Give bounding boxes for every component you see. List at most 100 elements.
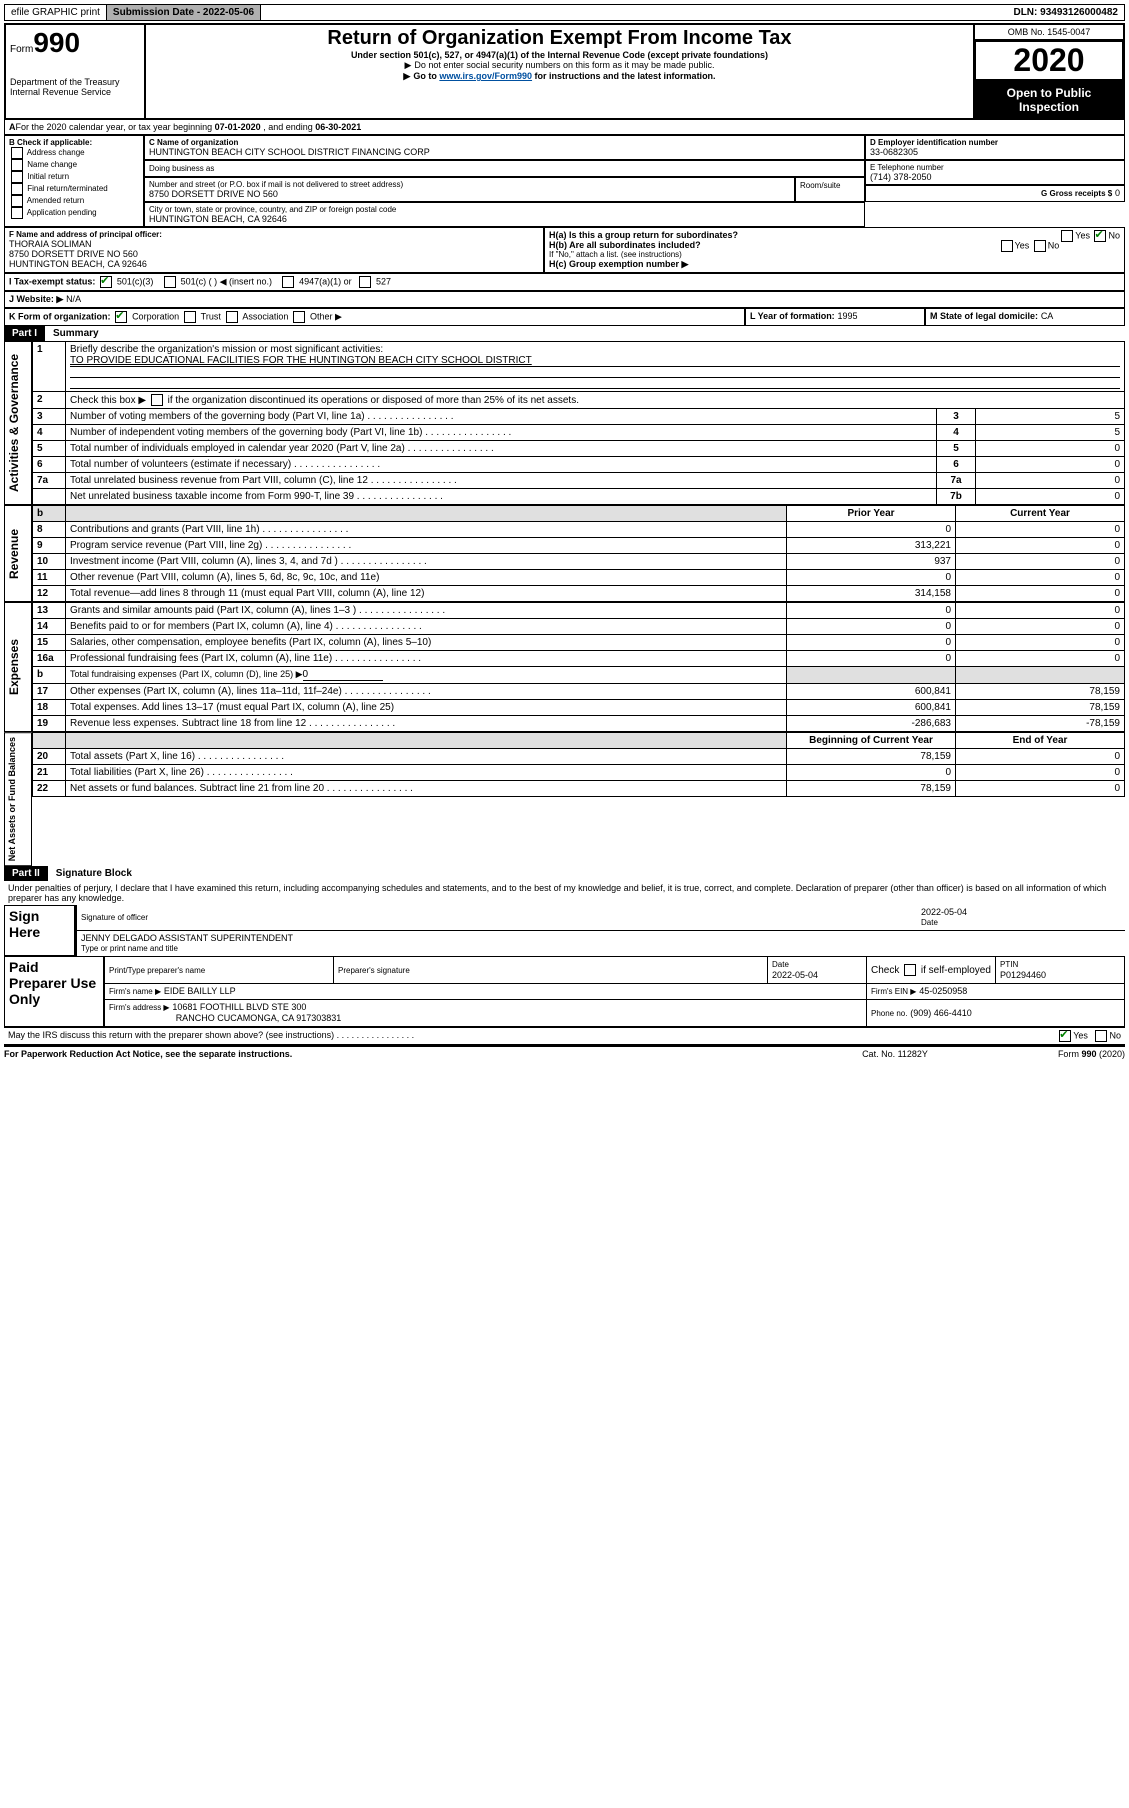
- note-goto-pre: Go to: [413, 71, 439, 81]
- check-discontinued[interactable]: [151, 394, 163, 406]
- firm-name: EIDE BAILLY LLP: [164, 986, 236, 996]
- part2-header: Part II Signature Block: [4, 866, 1125, 881]
- table-row: Net unrelated business taxable income fr…: [33, 489, 1125, 505]
- org-address: 8750 DORSETT DRIVE NO 560: [149, 189, 790, 199]
- check-address-change[interactable]: [11, 147, 23, 159]
- boxC-label: C Name of organization: [149, 138, 860, 147]
- table-row: 6Total number of volunteers (estimate if…: [33, 457, 1125, 473]
- date-label: Date: [921, 918, 938, 927]
- paid-preparer-block: Paid Preparer Use Only Print/Type prepar…: [4, 956, 1125, 1027]
- sign-here-block: Sign Here Signature of officer 2022-05-0…: [4, 905, 1125, 956]
- ein: 33-0682305: [870, 147, 1120, 157]
- declaration: Under penalties of perjury, I declare th…: [4, 881, 1125, 905]
- table-row: 7aTotal unrelated business revenue from …: [33, 473, 1125, 489]
- officer-name: THORAIA SOLIMAN: [9, 239, 539, 249]
- firm-phone: (909) 466-4410: [910, 1008, 972, 1018]
- boxL-label: L Year of formation:: [750, 311, 835, 321]
- hb-yes[interactable]: [1001, 240, 1013, 252]
- ha-no[interactable]: [1094, 230, 1106, 242]
- hdr-prior: Prior Year: [787, 506, 956, 522]
- year-formation: 1995: [837, 311, 857, 321]
- table-row: 5Total number of individuals employed in…: [33, 441, 1125, 457]
- period-pre: For the 2020 calendar year, or tax year …: [16, 122, 215, 132]
- hdr-beg: Beginning of Current Year: [787, 733, 956, 749]
- fundraising-total: 0: [303, 669, 383, 681]
- addr-label: Number and street (or P.O. box if mail i…: [149, 180, 790, 189]
- check-initial-return[interactable]: [11, 171, 23, 183]
- form-prefix: Form: [10, 44, 33, 55]
- dept-label: Department of the Treasury Internal Reve…: [10, 77, 140, 97]
- table-row: 4Number of independent voting members of…: [33, 425, 1125, 441]
- table-row: bTotal fundraising expenses (Part IX, co…: [33, 667, 1125, 684]
- boxI-label: I Tax-exempt status:: [9, 277, 95, 287]
- vlabel-expenses: Expenses: [4, 602, 32, 732]
- table-row: 21Total liabilities (Part X, line 26)00: [33, 765, 1125, 781]
- check-name-change[interactable]: [11, 159, 23, 171]
- hb-no[interactable]: [1034, 240, 1046, 252]
- paid-preparer-label: Paid Preparer Use Only: [4, 956, 104, 1027]
- self-emp-label: Check if self-employed: [871, 965, 991, 976]
- website: N/A: [66, 294, 81, 304]
- check-other[interactable]: [293, 311, 305, 323]
- ij-block: I Tax-exempt status: 501(c)(3) 501(c) ( …: [4, 273, 1125, 291]
- firm-ein-label: Firm's EIN ▶: [871, 987, 916, 996]
- table-row: 12Total revenue—add lines 8 through 11 (…: [33, 586, 1125, 602]
- table-row: 9Program service revenue (Part VIII, lin…: [33, 538, 1125, 554]
- boxE-label: E Telephone number: [870, 163, 1120, 172]
- discuss-label: May the IRS discuss this return with the…: [8, 1030, 414, 1040]
- org-city: HUNTINGTON BEACH, CA 92646: [149, 214, 860, 224]
- q1: Briefly describe the organization's miss…: [70, 344, 383, 355]
- check-501c[interactable]: [164, 276, 176, 288]
- check-assoc[interactable]: [226, 311, 238, 323]
- officer-typed: JENNY DELGADO ASSISTANT SUPERINTENDENT: [81, 933, 1121, 943]
- form-subtitle: Under section 501(c), 527, or 4947(a)(1)…: [150, 50, 969, 60]
- hb-label: H(b) Are all subordinates included?: [549, 240, 701, 250]
- check-amended[interactable]: [11, 195, 23, 207]
- org-name: HUNTINGTON BEACH CITY SCHOOL DISTRICT FI…: [149, 147, 860, 157]
- irs-link[interactable]: www.irs.gov/Form990: [439, 71, 532, 81]
- dln-label: DLN: 93493126000482: [1007, 5, 1124, 20]
- omb-label: OMB No. 1545-0047: [974, 24, 1124, 40]
- officer-addr2: HUNTINGTON BEACH, CA 92646: [9, 259, 539, 269]
- ha-yes[interactable]: [1061, 230, 1073, 242]
- check-app-pending[interactable]: [11, 207, 23, 219]
- check-final-return[interactable]: [11, 183, 23, 195]
- discuss-yes[interactable]: [1059, 1030, 1071, 1042]
- governance-table: 1 Briefly describe the organization's mi…: [32, 341, 1125, 505]
- firm-phone-label: Phone no.: [871, 1009, 907, 1018]
- check-self-employed[interactable]: [904, 964, 916, 976]
- form-title: Return of Organization Exempt From Incom…: [150, 27, 969, 50]
- check-corp[interactable]: [115, 311, 127, 323]
- date-label: Date: [772, 960, 789, 969]
- period-mid: , and ending: [263, 122, 315, 132]
- firm-ein: 45-0250958: [919, 986, 967, 996]
- note-ssn: Do not enter social security numbers on …: [414, 60, 714, 70]
- period-end: 06-30-2021: [315, 122, 361, 132]
- boxB-label: B Check if applicable:: [9, 138, 139, 147]
- check-trust[interactable]: [184, 311, 196, 323]
- period-begin: 07-01-2020: [215, 122, 261, 132]
- table-row: 14Benefits paid to or for members (Part …: [33, 619, 1125, 635]
- check-501c3[interactable]: [100, 276, 112, 288]
- firm-addr2: RANCHO CUCAMONGA, CA 917303831: [176, 1013, 342, 1023]
- ptin: P01294460: [1000, 970, 1046, 980]
- preparer-name-label: Print/Type preparer's name: [109, 966, 205, 975]
- discuss-no[interactable]: [1095, 1030, 1107, 1042]
- hdr-end: End of Year: [956, 733, 1125, 749]
- firm-addr1: 10681 FOOTHILL BLVD STE 300: [172, 1002, 306, 1012]
- firm-name-label: Firm's name ▶: [109, 987, 161, 996]
- city-label: City or town, state or province, country…: [149, 205, 860, 214]
- sig-date: 2022-05-04: [921, 907, 1121, 917]
- boxM-label: M State of legal domicile:: [930, 311, 1038, 321]
- vlabel-net: Net Assets or Fund Balances: [4, 732, 32, 866]
- cat-no: Cat. No. 11282Y: [805, 1049, 985, 1059]
- table-row: 13Grants and similar amounts paid (Part …: [33, 603, 1125, 619]
- mission: TO PROVIDE EDUCATIONAL FACILITIES FOR TH…: [70, 355, 532, 366]
- check-527[interactable]: [359, 276, 371, 288]
- tax-year: 2020: [974, 40, 1124, 81]
- klm-block: K Form of organization: Corporation Trus…: [4, 308, 1125, 326]
- submission-date-button[interactable]: Submission Date - 2022-05-06: [107, 5, 261, 20]
- prep-date: 2022-05-04: [772, 970, 818, 980]
- table-row: 20Total assets (Part X, line 16)78,1590: [33, 749, 1125, 765]
- check-4947[interactable]: [282, 276, 294, 288]
